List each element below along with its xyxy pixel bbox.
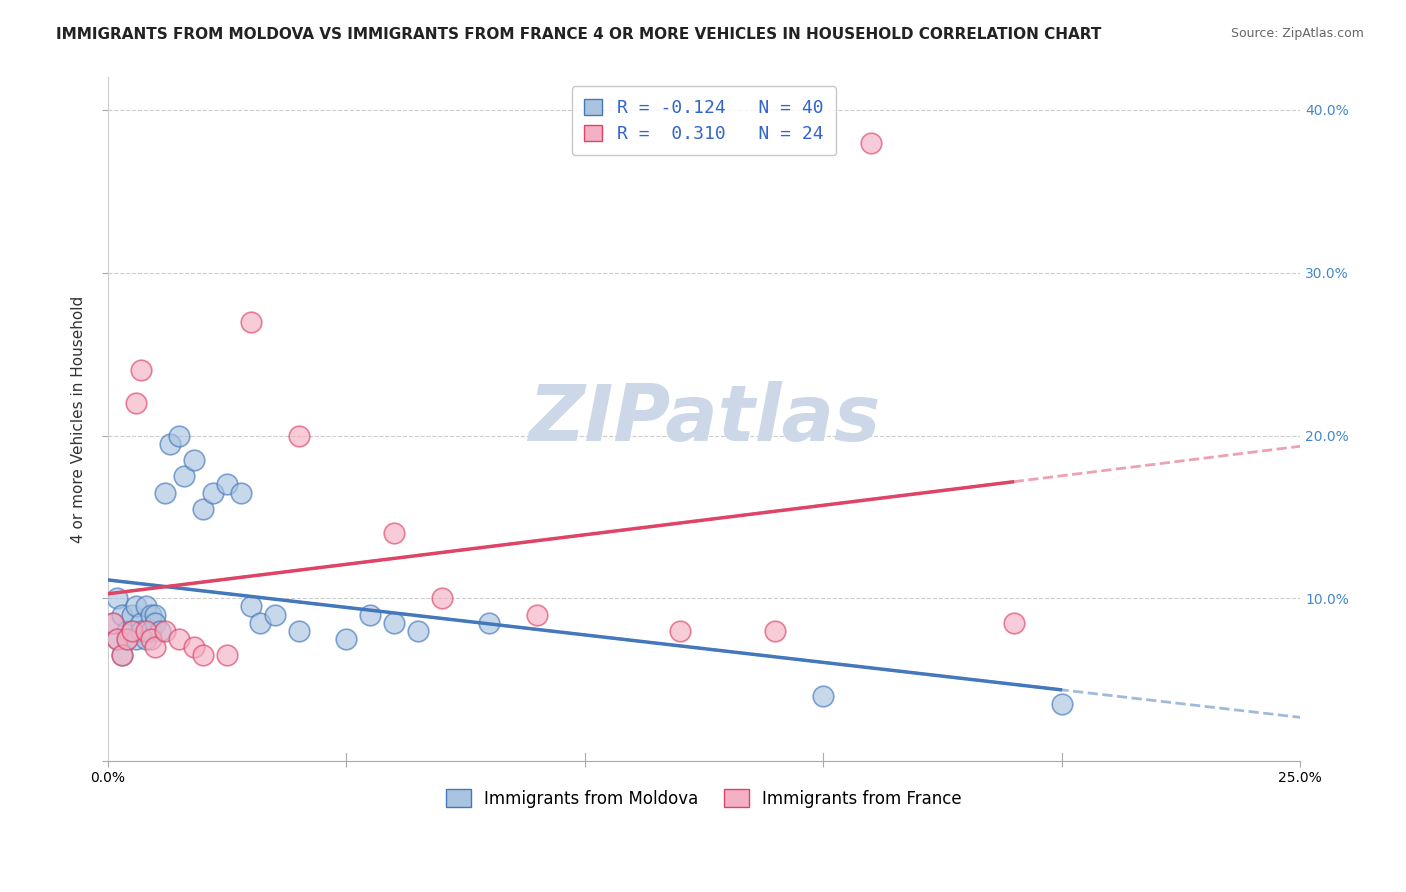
Point: [231, 485, 253, 500]
Point: [105, 632, 128, 646]
Point: [215, 477, 238, 491]
Point: [139, 632, 162, 646]
Point: [139, 607, 162, 622]
Point: [859, 136, 882, 150]
Point: [125, 599, 148, 614]
Point: [335, 632, 357, 646]
Point: [430, 591, 453, 606]
Point: [139, 624, 162, 638]
Point: [125, 632, 148, 646]
Point: [153, 624, 176, 638]
Point: [101, 615, 124, 630]
Point: [159, 436, 181, 450]
Point: [121, 624, 143, 638]
Point: [191, 648, 214, 663]
Point: [239, 315, 262, 329]
Point: [382, 526, 405, 541]
Point: [105, 591, 128, 606]
Point: [359, 607, 381, 622]
Point: [169, 632, 191, 646]
Point: [811, 689, 834, 703]
Point: [129, 624, 152, 638]
Point: [111, 648, 134, 663]
Point: [121, 624, 143, 638]
Point: [263, 607, 285, 622]
Point: [125, 396, 148, 410]
Text: IMMIGRANTS FROM MOLDOVA VS IMMIGRANTS FROM FRANCE 4 OR MORE VEHICLES IN HOUSEHOL: IMMIGRANTS FROM MOLDOVA VS IMMIGRANTS FR…: [56, 27, 1102, 42]
Point: [215, 648, 238, 663]
Point: [111, 607, 134, 622]
Point: [101, 615, 124, 630]
Y-axis label: 4 or more Vehicles in Household: 4 or more Vehicles in Household: [72, 295, 86, 543]
Point: [1002, 615, 1025, 630]
Point: [382, 615, 405, 630]
Point: [115, 632, 138, 646]
Point: [1050, 697, 1073, 711]
Point: [478, 615, 501, 630]
Legend: Immigrants from Moldova, Immigrants from France: Immigrants from Moldova, Immigrants from…: [440, 783, 969, 814]
Point: [169, 428, 191, 442]
Point: [149, 624, 172, 638]
Point: [201, 485, 224, 500]
Point: [526, 607, 548, 622]
Point: [249, 615, 271, 630]
Point: [135, 599, 157, 614]
Point: [153, 485, 176, 500]
Point: [287, 428, 309, 442]
Point: [121, 607, 143, 622]
Point: [765, 624, 787, 638]
Point: [105, 632, 128, 646]
Point: [135, 624, 157, 638]
Point: [669, 624, 692, 638]
Point: [111, 648, 134, 663]
Point: [145, 640, 167, 654]
Point: [145, 615, 167, 630]
Point: [129, 615, 152, 630]
Point: [406, 624, 429, 638]
Point: [135, 632, 157, 646]
Point: [173, 469, 195, 483]
Point: [129, 363, 152, 377]
Point: [115, 632, 138, 646]
Point: [191, 501, 214, 516]
Point: [115, 624, 138, 638]
Text: ZIPatlas: ZIPatlas: [527, 381, 880, 458]
Point: [183, 453, 205, 467]
Point: [145, 607, 167, 622]
Point: [183, 640, 205, 654]
Text: Source: ZipAtlas.com: Source: ZipAtlas.com: [1230, 27, 1364, 40]
Point: [239, 599, 262, 614]
Point: [287, 624, 309, 638]
